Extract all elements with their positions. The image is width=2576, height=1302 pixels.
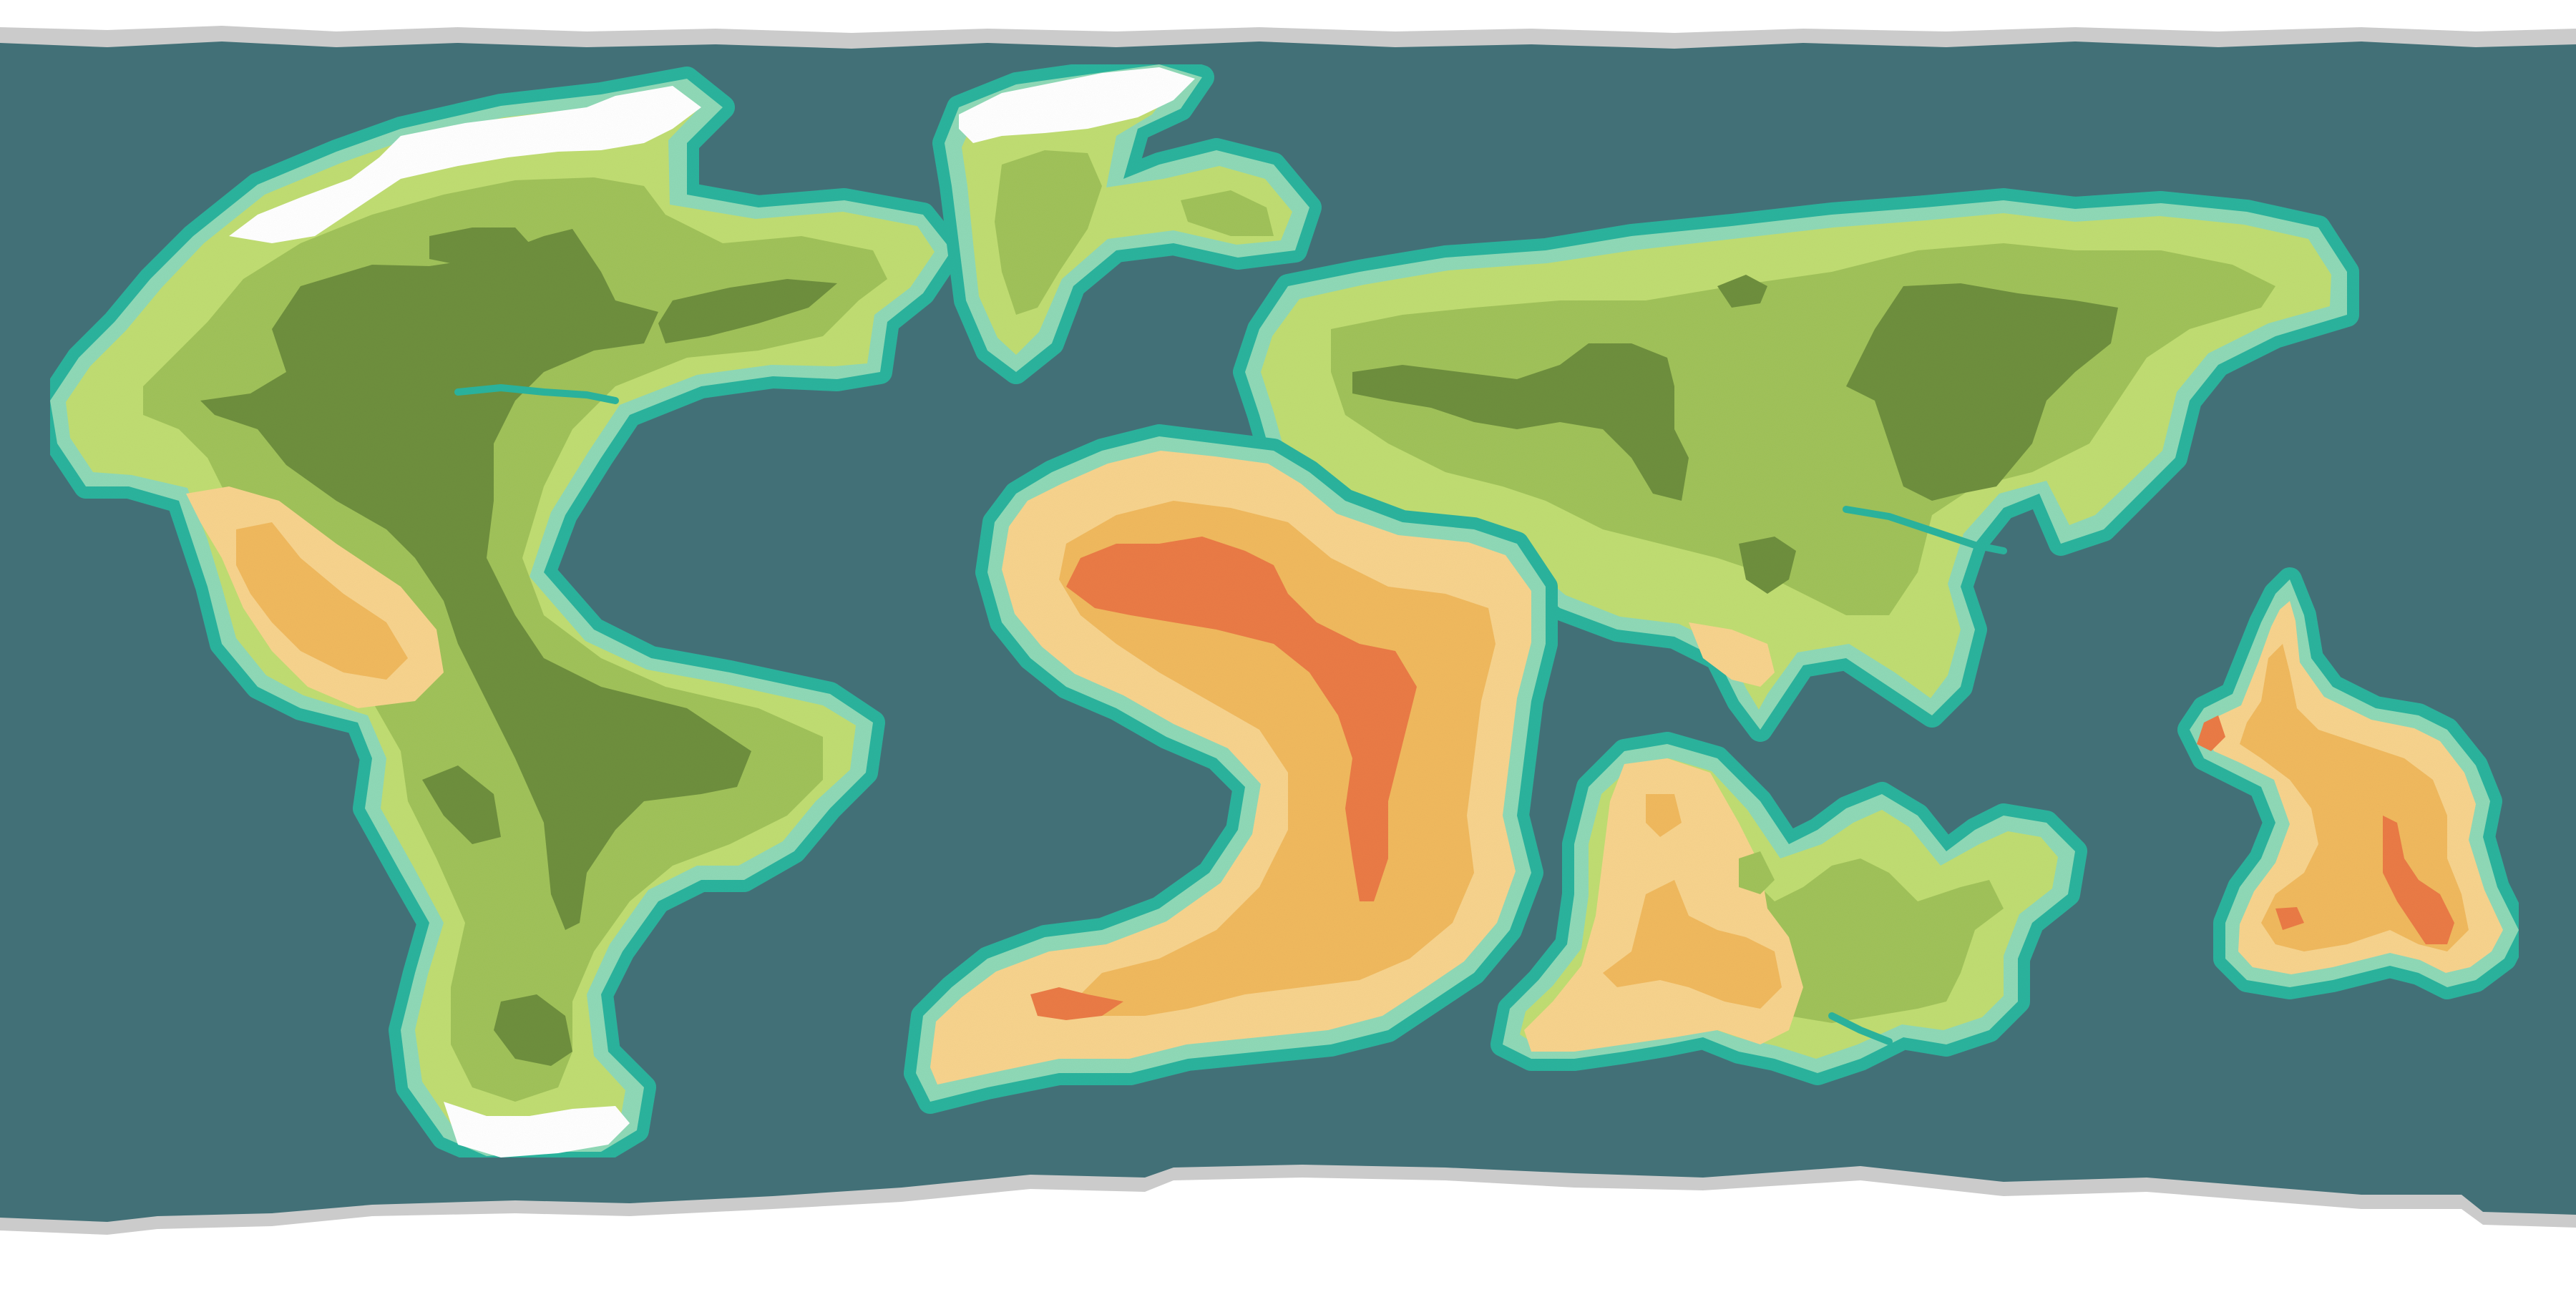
northwest-continent — [38, 67, 964, 1168]
north-island-upland-east — [1181, 190, 1274, 236]
northwest-continent-ice-south — [444, 1102, 630, 1157]
south-continent-forest-patch — [1739, 851, 1775, 894]
south-continent-desert-mid — [1603, 880, 1782, 1009]
northwest-continent-ice — [229, 86, 701, 243]
south-continent — [1491, 732, 2087, 1085]
northwest-continent-river — [454, 384, 619, 404]
south-continent-river — [1828, 1012, 1893, 1045]
northwest-continent-forest-patch — [429, 227, 530, 266]
northwest-continent-forest-patch — [422, 765, 501, 844]
central-desert-continent — [904, 424, 1558, 1114]
central-desert-continent-high — [1066, 537, 1417, 901]
northwest-continent-forest — [200, 229, 751, 930]
northeast-continent-forest-east — [1846, 283, 2118, 501]
north-island — [932, 52, 1322, 384]
south-continent-desert-mid-patch — [1646, 794, 1682, 837]
northwest-continent-forest-patch — [658, 279, 837, 343]
northeast-continent-forest-patch — [1739, 537, 1796, 594]
northwest-continent-forest-patch — [494, 994, 572, 1066]
east-island-high — [2383, 816, 2454, 944]
northeast-continent-river — [1843, 506, 2007, 554]
northeast-continent — [1233, 188, 2359, 742]
northeast-continent-forest-west — [1352, 343, 1689, 501]
east-island-high-patch — [2275, 907, 2304, 930]
central-desert-continent-high-patch — [1030, 987, 1123, 1020]
northeast-continent-forest-patch — [1717, 275, 1767, 308]
central-desert-continent-mid — [1059, 501, 1496, 1016]
east-island-high-patch — [2197, 715, 2225, 751]
north-island-upland — [995, 150, 1102, 315]
east-island — [2177, 567, 2531, 999]
northwest-continent-desert-mid — [236, 522, 408, 680]
north-island-ice — [959, 67, 1195, 143]
northeast-continent-desert — [1689, 622, 1775, 687]
